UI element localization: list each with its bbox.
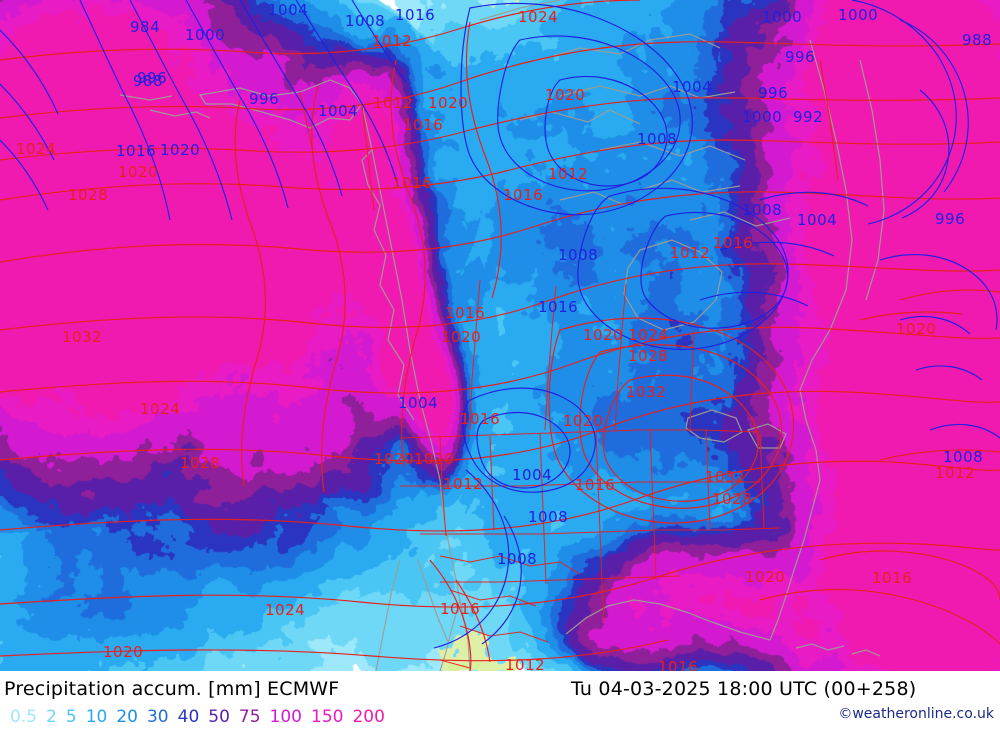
copyright-credit: ©weatheronline.co.uk bbox=[838, 706, 994, 722]
isobar-label: 1032 bbox=[705, 468, 746, 486]
isobar-label: 1004 bbox=[318, 102, 359, 120]
isobar-label: 1000 bbox=[762, 8, 803, 26]
valid-time-label: Tu 04-03-2025 18:00 UTC (00+258) bbox=[571, 678, 917, 700]
isobar-label: 1024 bbox=[518, 8, 559, 26]
isobar-label: 1008 bbox=[528, 508, 569, 526]
isobar-label: 1016 bbox=[503, 186, 544, 204]
isobar-label: 1012 bbox=[372, 32, 413, 50]
isobar-label: 1008 bbox=[558, 246, 599, 264]
isobar-label: 1032 bbox=[626, 383, 667, 401]
isobar-label: 1004 bbox=[672, 78, 713, 96]
isobar-label: 1016 bbox=[445, 304, 486, 322]
isobar-label: 992 bbox=[793, 108, 824, 126]
isobar-label: 1008 bbox=[637, 130, 678, 148]
isobar-label: 1016 bbox=[658, 658, 699, 672]
isobar-label: 1004 bbox=[268, 1, 309, 19]
legend-stop-0.5: 0.5 bbox=[10, 707, 38, 727]
isobar-label: 1028 bbox=[68, 186, 109, 204]
isobar-label: 1024 bbox=[265, 601, 306, 619]
isobar-label: 996 bbox=[935, 210, 966, 228]
precipitation-field-canvas bbox=[0, 0, 1000, 671]
isobar-label: 996 bbox=[137, 69, 168, 87]
isobar-label: 1012 bbox=[505, 656, 546, 672]
isobar-label: 1020 bbox=[103, 643, 144, 661]
legend-stop-40: 40 bbox=[177, 707, 200, 727]
isobar-label: 1000 bbox=[742, 108, 783, 126]
isobar-label: 1020 bbox=[160, 141, 201, 159]
legend-stop-20: 20 bbox=[116, 707, 138, 727]
legend-stop-200: 200 bbox=[352, 707, 385, 727]
isobar-label: 1028 bbox=[712, 490, 753, 508]
legend-stop-2: 2 bbox=[46, 707, 57, 727]
legend-stop-150: 150 bbox=[311, 707, 344, 727]
isobar-label: 1016 bbox=[403, 116, 444, 134]
isobar-label: 984 bbox=[130, 18, 161, 36]
isobar-label: 1012 bbox=[670, 244, 711, 262]
isobar-label: 1016 bbox=[440, 600, 481, 618]
isobar-label: 1004 bbox=[797, 211, 838, 229]
isobar-label: 1024 bbox=[140, 400, 181, 418]
isobar-label: 1012 bbox=[935, 464, 976, 482]
isobar-label: 1004 bbox=[512, 466, 553, 484]
isobar-label: 1020 bbox=[374, 450, 415, 468]
isobar-label: 1020 bbox=[118, 163, 159, 181]
isobar-label: 1020 bbox=[563, 412, 604, 430]
isobar-label: 1020 bbox=[745, 568, 786, 586]
isobar-label: 1020 bbox=[896, 320, 937, 338]
isobar-label: 1032 bbox=[62, 328, 103, 346]
isobar-label: 1028 bbox=[180, 454, 221, 472]
isobar-label: 1000 bbox=[185, 26, 226, 44]
isobar-label: 1000 bbox=[838, 6, 879, 24]
isobar-label: 1020 bbox=[583, 326, 624, 344]
legend-stop-50: 50 bbox=[208, 707, 230, 727]
isobar-label: 1016 bbox=[713, 234, 754, 252]
precipitation-color-scale: 0.5 2 5 10 20 30 40 50 75 100 150 200 bbox=[10, 707, 394, 727]
isobar-label: 988 bbox=[133, 72, 164, 90]
legend-stop-100: 100 bbox=[269, 707, 302, 727]
isobar-label: 1012 bbox=[373, 94, 414, 112]
isobar-label: 1008 bbox=[742, 201, 783, 219]
isobar-label: 1024 bbox=[628, 326, 669, 344]
map-title: Precipitation accum. [mm] ECMWF bbox=[4, 678, 340, 700]
isobar-label: 1020 bbox=[441, 328, 482, 346]
legend-stop-75: 75 bbox=[238, 707, 261, 727]
map-footer: Precipitation accum. [mm] ECMWF Tu 04-03… bbox=[0, 671, 1000, 733]
isobar-label: 1016 bbox=[538, 298, 579, 316]
isobar-label: 1016 bbox=[392, 174, 433, 192]
map-overlay-lines bbox=[0, 0, 1000, 671]
isobar-label: 1008 bbox=[345, 12, 386, 30]
isobar-label: 988 bbox=[962, 31, 993, 49]
precipitation-map[interactable]: 984 1000 1004 1008 1016 1024 1000 1000 996 988 996… bbox=[0, 0, 1000, 671]
isobar-label: 1016 bbox=[872, 569, 913, 587]
isobar-label: 1016 bbox=[395, 6, 436, 24]
isobar-label: 1020 bbox=[428, 94, 469, 112]
isobar-label: 996 bbox=[758, 84, 789, 102]
isobar-label: 996 bbox=[249, 90, 280, 108]
isobar-label: 1020 bbox=[414, 450, 455, 468]
isobar-label: 996 bbox=[785, 48, 816, 66]
isobar-label: 1008 bbox=[497, 550, 538, 568]
isobar-label: 1024 bbox=[16, 140, 57, 158]
isobar-label: 1012 bbox=[443, 475, 484, 493]
isobar-label: 1028 bbox=[628, 347, 669, 365]
legend-stop-30: 30 bbox=[146, 707, 169, 727]
isobar-label: 1016 bbox=[116, 142, 157, 160]
isobar-label: 1012 bbox=[548, 165, 589, 183]
isobar-label: 1016 bbox=[460, 410, 501, 428]
isobar-label: 1020 bbox=[545, 86, 586, 104]
legend-stop-10: 10 bbox=[85, 707, 108, 727]
isobar-label: 1004 bbox=[398, 394, 439, 412]
isobar-label: 1016 bbox=[575, 476, 616, 494]
isobar-label: 1008 bbox=[943, 448, 984, 466]
legend-stop-5: 5 bbox=[65, 707, 77, 727]
